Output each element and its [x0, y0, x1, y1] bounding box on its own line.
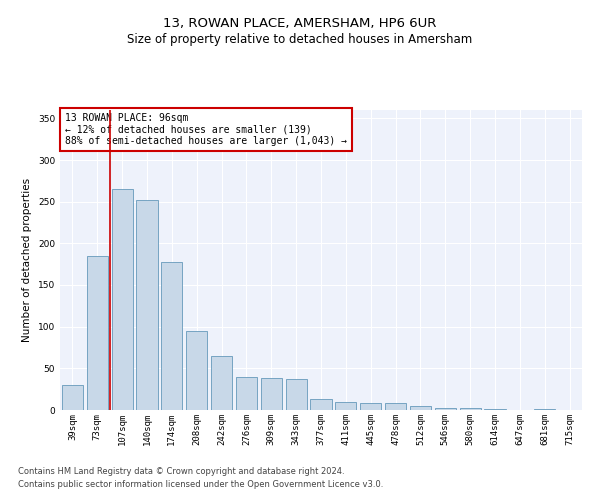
- Bar: [161, 262, 182, 410]
- Bar: [87, 256, 108, 410]
- Bar: [534, 409, 555, 410]
- Bar: [286, 379, 307, 410]
- Bar: [236, 376, 257, 410]
- Bar: [335, 402, 356, 410]
- Bar: [112, 189, 133, 410]
- Bar: [136, 200, 158, 410]
- Text: Contains HM Land Registry data © Crown copyright and database right 2024.: Contains HM Land Registry data © Crown c…: [18, 467, 344, 476]
- Bar: [211, 356, 232, 410]
- Bar: [186, 331, 207, 410]
- Bar: [484, 409, 506, 410]
- Bar: [261, 378, 282, 410]
- Text: Size of property relative to detached houses in Amersham: Size of property relative to detached ho…: [127, 32, 473, 46]
- Bar: [435, 408, 456, 410]
- Bar: [410, 406, 431, 410]
- Bar: [62, 385, 83, 410]
- Text: 13, ROWAN PLACE, AMERSHAM, HP6 6UR: 13, ROWAN PLACE, AMERSHAM, HP6 6UR: [163, 18, 437, 30]
- Bar: [460, 408, 481, 410]
- Y-axis label: Number of detached properties: Number of detached properties: [22, 178, 32, 342]
- Text: 13 ROWAN PLACE: 96sqm
← 12% of detached houses are smaller (139)
88% of semi-det: 13 ROWAN PLACE: 96sqm ← 12% of detached …: [65, 113, 347, 146]
- Bar: [385, 402, 406, 410]
- Bar: [360, 402, 381, 410]
- Bar: [310, 399, 332, 410]
- Text: Contains public sector information licensed under the Open Government Licence v3: Contains public sector information licen…: [18, 480, 383, 489]
